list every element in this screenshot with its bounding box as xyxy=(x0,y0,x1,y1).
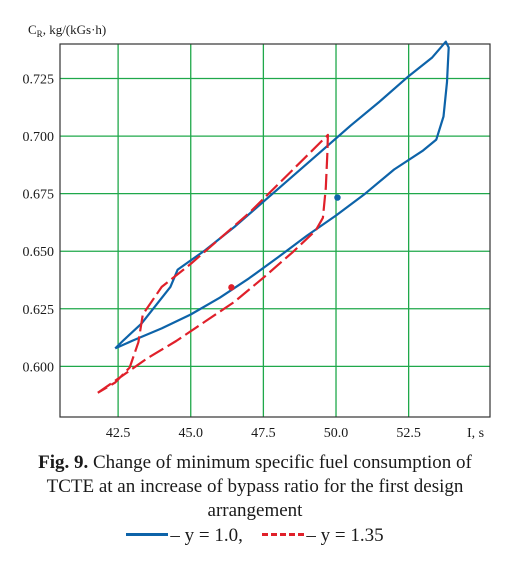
x-tick-label: 42.5 xyxy=(106,426,131,441)
chart-legend: – y = 1.0, – y = 1.35 xyxy=(0,524,510,548)
x-axis-ticks: 42.5 45.0 47.5 50.0 52.5 xyxy=(106,426,421,441)
y-tick-label: 0.725 xyxy=(23,73,55,88)
legend-label-2: – y = 1.35 xyxy=(306,525,384,546)
y-tick-label: 0.600 xyxy=(23,360,55,375)
chart-grid xyxy=(60,44,490,417)
chart-annotation-points xyxy=(228,194,341,291)
y-axis-label: CR, kg/(kGs·h) xyxy=(28,22,106,39)
series-line-2 xyxy=(97,133,329,394)
chart: 42.5 45.0 47.5 50.0 52.5 0.600 0.625 0.650 0.67… xyxy=(23,22,491,441)
annotation-point xyxy=(334,194,341,201)
caption-line-2: TCTE at an increase of bypass ratio for … xyxy=(46,476,464,497)
legend-label-1: – y = 1.0, xyxy=(170,525,243,546)
legend-swatch-solid xyxy=(126,533,169,537)
figure-caption: Fig. 9. Change of minimum specific fuel … xyxy=(0,451,510,523)
y-tick-label: 0.700 xyxy=(23,130,55,145)
x-tick-label: 52.5 xyxy=(396,426,421,441)
y-tick-label: 0.675 xyxy=(23,188,55,203)
y-axis-ticks: 0.600 0.625 0.650 0.675 0.700 0.725 xyxy=(23,73,55,376)
x-tick-label: 45.0 xyxy=(178,426,203,441)
x-tick-label: 50.0 xyxy=(324,426,349,441)
caption-line-3: arrangement xyxy=(207,500,303,521)
chart-series xyxy=(97,40,450,394)
y-tick-label: 0.625 xyxy=(23,303,55,318)
x-axis-label: I, s xyxy=(467,426,484,441)
plot-frame xyxy=(59,43,491,418)
annotation-point xyxy=(228,284,235,291)
x-tick-label: 47.5 xyxy=(251,426,276,441)
series-line-1 xyxy=(114,40,450,350)
legend-swatch-dashed xyxy=(262,533,305,537)
caption-line-1: Change of minimum specific fuel consumpt… xyxy=(88,452,472,473)
figure-number: Fig. 9. xyxy=(38,452,89,473)
y-tick-label: 0.650 xyxy=(23,245,55,260)
